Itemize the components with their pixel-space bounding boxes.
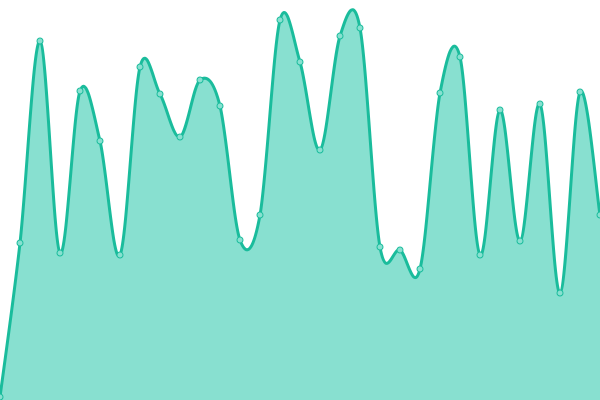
data-point-23 — [456, 53, 464, 61]
data-point-16 — [316, 146, 324, 154]
data-point-15 — [296, 58, 304, 66]
data-point-1 — [16, 239, 24, 247]
data-point-13 — [256, 211, 264, 219]
data-point-19 — [376, 243, 384, 251]
data-point-8 — [156, 90, 164, 98]
data-point-9 — [176, 133, 184, 141]
data-point-17 — [336, 32, 344, 40]
data-point-4 — [76, 87, 84, 95]
data-point-14 — [276, 16, 284, 24]
data-point-5 — [96, 137, 104, 145]
data-point-24 — [476, 251, 484, 259]
data-point-0 — [0, 393, 4, 400]
data-point-10 — [196, 76, 204, 84]
series-line — [0, 8, 600, 398]
data-point-7 — [136, 63, 144, 71]
data-point-11 — [216, 102, 224, 110]
data-point-22 — [436, 89, 444, 97]
data-point-12 — [236, 236, 244, 244]
data-point-20 — [396, 246, 404, 254]
data-point-18 — [356, 24, 364, 32]
data-markers — [0, 16, 600, 400]
data-point-2 — [36, 37, 44, 45]
data-point-21 — [416, 265, 424, 273]
data-point-29 — [576, 88, 584, 96]
data-point-6 — [116, 251, 124, 259]
data-point-30 — [596, 211, 600, 219]
data-point-3 — [56, 249, 64, 257]
data-point-28 — [556, 289, 564, 297]
area-fill — [0, 9, 600, 400]
data-point-27 — [536, 100, 544, 108]
data-point-25 — [496, 106, 504, 114]
data-point-26 — [516, 237, 524, 245]
